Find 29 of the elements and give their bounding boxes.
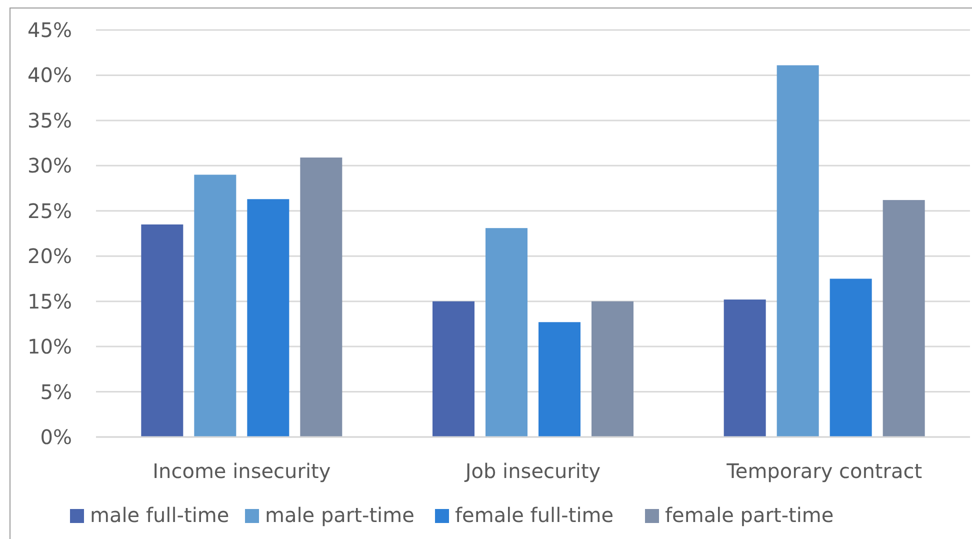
x-tick-label: Job insecurity [463, 459, 601, 483]
x-tick-label: Income insecurity [152, 459, 331, 483]
y-tick-label: 20% [28, 244, 72, 268]
bar [247, 199, 290, 437]
bar [592, 301, 634, 437]
y-tick-label: 5% [40, 380, 72, 404]
bar [724, 300, 766, 437]
bar [486, 228, 528, 437]
y-tick-label: 10% [28, 334, 72, 359]
bar [194, 174, 236, 437]
bar [882, 200, 925, 437]
y-tick-label: 30% [28, 154, 72, 178]
legend-label: male full-time [90, 503, 230, 527]
bar [776, 65, 819, 437]
x-tick-label: Temporary contract [726, 459, 922, 483]
bar [432, 301, 474, 437]
bar [141, 224, 184, 437]
legend-label: female part-time [665, 503, 834, 527]
bar [830, 278, 872, 437]
bar [300, 158, 342, 437]
y-tick-label: 15% [28, 289, 72, 314]
y-tick-label: 45% [28, 18, 72, 42]
y-tick-label: 0% [40, 425, 72, 449]
y-tick-label: 25% [28, 198, 72, 223]
y-tick-label: 40% [28, 63, 72, 88]
legend-label: female full-time [455, 503, 614, 527]
y-tick-label: 35% [28, 108, 72, 132]
legend-label: male part-time [265, 503, 414, 527]
bar [538, 322, 580, 437]
